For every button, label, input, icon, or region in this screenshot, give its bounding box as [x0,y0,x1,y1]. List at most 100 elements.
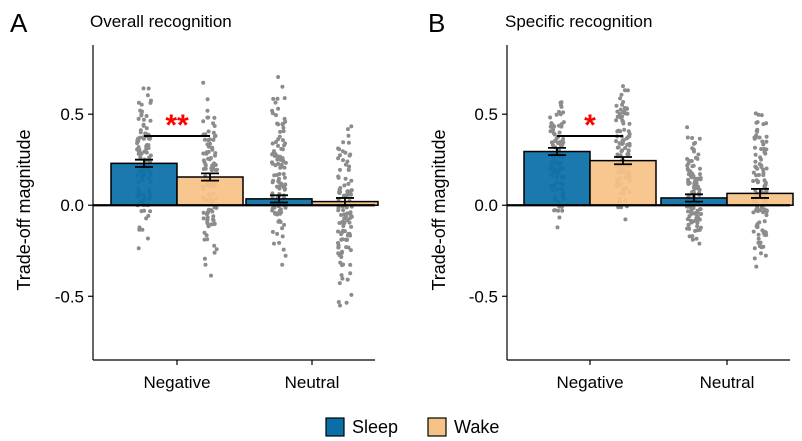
data-point [752,256,757,261]
data-point [270,141,275,146]
data-point [348,262,353,267]
data-point [561,110,566,115]
data-point [341,208,346,213]
data-point [282,143,287,148]
data-point [276,143,280,148]
data-point [201,80,206,85]
y-tick-label: -0.5 [469,287,498,306]
data-point [144,114,149,118]
data-point [620,102,625,107]
data-point [343,237,348,242]
data-point [338,303,342,308]
data-point [145,236,150,241]
data-point [338,167,342,172]
data-point [205,108,210,113]
data-point [754,120,759,125]
data-point [555,225,560,230]
data-point [209,208,214,213]
data-point [614,118,619,123]
data-point [144,126,149,131]
data-point [146,86,151,91]
data-point [763,253,768,258]
data-point [139,209,144,214]
data-point [345,277,350,282]
data-point [136,246,141,251]
data-point [203,163,208,168]
data-point [756,240,761,245]
data-point [201,119,206,124]
data-point [549,122,554,127]
data-point [141,86,146,91]
data-point [136,136,141,141]
data-point [207,137,212,142]
bar-wake-negative [589,159,657,206]
data-point [619,92,624,97]
data-point [140,227,145,232]
data-point [278,129,283,134]
data-point [212,243,217,248]
data-point [272,210,277,215]
error-bars [548,146,769,203]
data-point [135,147,140,152]
data-point [338,260,343,265]
data-point [213,153,217,158]
data-point [557,130,562,135]
data-point [691,141,696,146]
data-point [348,216,352,221]
data-point [204,233,209,238]
data-point [211,167,216,172]
data-point [148,209,153,214]
data-point [691,163,696,168]
data-point [762,150,767,154]
data-point [346,245,351,250]
data-point [349,292,354,297]
data-point [615,129,620,134]
data-point [337,281,342,286]
data-point [349,192,353,197]
y-tick-label: 0.0 [60,196,84,215]
data-point [345,189,350,194]
data-point [761,142,766,147]
data-point [623,146,628,150]
data-point [338,153,342,158]
data-point [281,172,286,176]
data-point [276,106,281,111]
data-point [755,225,760,230]
data-point [752,135,757,140]
bar-wake-negative [176,176,244,206]
data-point [695,220,700,225]
data-point [764,134,769,139]
data-point [757,244,762,249]
data-point [689,159,694,163]
data-point [270,229,275,234]
data-point [280,226,285,231]
data-point [756,179,761,184]
data-point [697,187,702,192]
data-point [280,138,285,143]
data-point [214,247,219,252]
data-point [137,225,142,230]
data-point [626,129,631,134]
data-point [271,96,276,101]
data-point [341,262,346,267]
y-tick-label: 0.5 [60,105,84,124]
data-point [690,136,695,140]
data-point [554,112,559,117]
data-point [614,139,618,144]
data-point [336,175,341,180]
data-point [697,136,702,141]
data-point [349,124,354,129]
data-point [561,120,566,125]
data-point [212,222,217,227]
data-point [694,236,699,241]
data-point [211,130,216,135]
data-point [339,213,344,217]
data-point [205,221,210,226]
data-point [751,229,756,234]
data-point [690,190,695,195]
data-point [756,232,761,237]
data-point [552,208,557,213]
panel-title: Specific recognition [505,12,652,31]
data-point [755,127,760,132]
data-point [695,214,700,219]
